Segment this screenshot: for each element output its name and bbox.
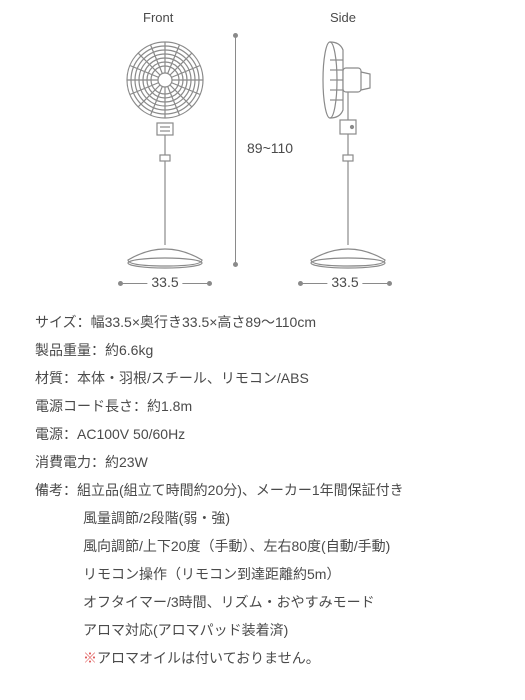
spec-power: 電源：AC100V 50/60Hz [35,420,490,448]
spec-size: サイズ：幅33.5×奥行き33.5×高さ89〜110cm [35,308,490,336]
spec-notes-head: 備考：組立品(組立て時間約20分)、メーカー1年間保証付き [35,476,490,504]
spec-note: 風量調節/2段階(弱・強) [35,504,490,532]
spec-material: 材質：本体・羽根/スチール、リモコン/ABS [35,364,490,392]
warning-mark: ※ [83,650,97,666]
spec-watt: 消費電力：約23W [35,448,490,476]
warning-text: アロマオイルは付いておりません。 [97,650,320,666]
spec-cord: 電源コード長さ：約1.8m [35,392,490,420]
width-value-front: 33.5 [147,274,182,290]
spec-warning: ※アロマオイルは付いておりません。 [35,644,490,672]
height-value: 89~110 [247,140,293,156]
spec-note: リモコン操作（リモコン到達距離約5m） [35,560,490,588]
spec-weight: 製品重量：約6.6kg [35,336,490,364]
spec-note: 風向調節/上下20度（手動）、左右80度(自動/手動) [35,532,490,560]
width-value-side: 33.5 [327,274,362,290]
fan-side-illustration [290,20,400,275]
spec-note: アロマ対応(アロマパッド装着済) [35,616,490,644]
fan-front-illustration [120,20,210,275]
spec-note: オフタイマー/3時間、リズム・おやすみモード [35,588,490,616]
spec-list: サイズ：幅33.5×奥行き33.5×高さ89〜110cm 製品重量：約6.6kg… [35,308,490,672]
dimension-diagram: Front Side [35,10,490,300]
